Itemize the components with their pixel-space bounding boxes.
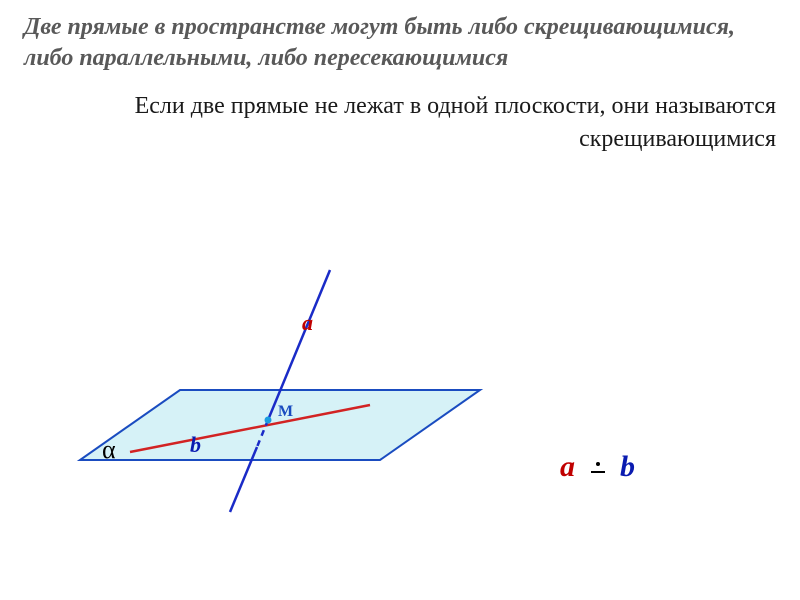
skew-relation: a b: [560, 450, 635, 484]
title: Две прямые в пространстве могут быть либ…: [0, 0, 800, 82]
skew-b: b: [620, 450, 635, 483]
label-alpha: α: [102, 435, 116, 464]
point-m: [265, 417, 272, 424]
diagram: α a b M: [40, 260, 540, 580]
label-m: M: [278, 403, 293, 420]
skew-a: a: [560, 450, 575, 483]
label-b: b: [190, 432, 201, 457]
skew-symbol-icon: [587, 456, 609, 480]
diagram-svg: α a b M: [40, 260, 540, 580]
label-a: a: [302, 310, 313, 335]
subtitle-text: Если две прямые не лежат в одной плоскос…: [135, 93, 776, 151]
title-text: Две прямые в пространстве могут быть либ…: [24, 14, 735, 71]
subtitle: Если две прямые не лежат в одной плоскос…: [0, 82, 800, 155]
